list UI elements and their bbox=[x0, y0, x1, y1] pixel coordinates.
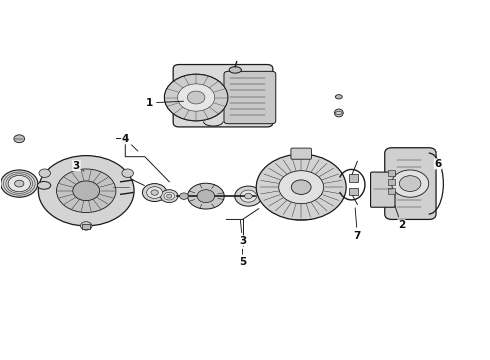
Circle shape bbox=[164, 74, 228, 121]
FancyBboxPatch shape bbox=[370, 172, 395, 207]
Bar bbox=[388, 179, 395, 185]
Circle shape bbox=[122, 169, 133, 177]
Circle shape bbox=[291, 180, 311, 194]
FancyBboxPatch shape bbox=[224, 71, 276, 124]
Bar bbox=[349, 174, 358, 182]
Ellipse shape bbox=[334, 109, 343, 117]
Circle shape bbox=[256, 154, 346, 220]
Circle shape bbox=[164, 74, 228, 121]
FancyBboxPatch shape bbox=[173, 64, 273, 127]
Circle shape bbox=[197, 190, 215, 203]
Ellipse shape bbox=[188, 183, 224, 209]
Text: 2: 2 bbox=[395, 206, 405, 230]
Text: 5: 5 bbox=[239, 249, 246, 267]
Ellipse shape bbox=[335, 112, 342, 114]
Circle shape bbox=[399, 176, 421, 192]
Bar bbox=[388, 188, 395, 194]
Circle shape bbox=[187, 91, 205, 104]
Text: 7: 7 bbox=[354, 208, 361, 240]
Circle shape bbox=[56, 169, 116, 212]
Circle shape bbox=[151, 190, 158, 195]
Circle shape bbox=[14, 135, 24, 143]
Circle shape bbox=[15, 180, 24, 187]
Ellipse shape bbox=[335, 95, 342, 99]
Circle shape bbox=[0, 170, 38, 197]
Circle shape bbox=[160, 190, 178, 203]
Circle shape bbox=[279, 171, 324, 204]
Text: 3: 3 bbox=[239, 220, 246, 246]
Circle shape bbox=[147, 187, 163, 198]
Circle shape bbox=[177, 84, 215, 111]
Text: 3: 3 bbox=[73, 161, 84, 171]
Ellipse shape bbox=[229, 67, 242, 73]
Circle shape bbox=[38, 156, 134, 226]
FancyBboxPatch shape bbox=[291, 148, 312, 159]
Circle shape bbox=[73, 181, 99, 201]
Circle shape bbox=[39, 169, 50, 177]
Text: 1: 1 bbox=[146, 98, 184, 108]
Circle shape bbox=[143, 184, 167, 202]
Circle shape bbox=[179, 193, 188, 199]
Ellipse shape bbox=[37, 181, 51, 189]
Circle shape bbox=[80, 222, 92, 230]
Circle shape bbox=[392, 170, 429, 197]
Bar bbox=[82, 224, 90, 229]
Circle shape bbox=[235, 186, 262, 206]
Text: 6: 6 bbox=[434, 157, 441, 169]
Circle shape bbox=[167, 194, 172, 198]
Circle shape bbox=[240, 190, 257, 202]
Circle shape bbox=[8, 175, 30, 192]
Text: 4: 4 bbox=[122, 134, 138, 151]
Bar bbox=[349, 188, 358, 195]
Circle shape bbox=[245, 193, 252, 199]
Bar bbox=[388, 170, 395, 176]
FancyBboxPatch shape bbox=[385, 148, 436, 220]
Circle shape bbox=[164, 192, 174, 200]
